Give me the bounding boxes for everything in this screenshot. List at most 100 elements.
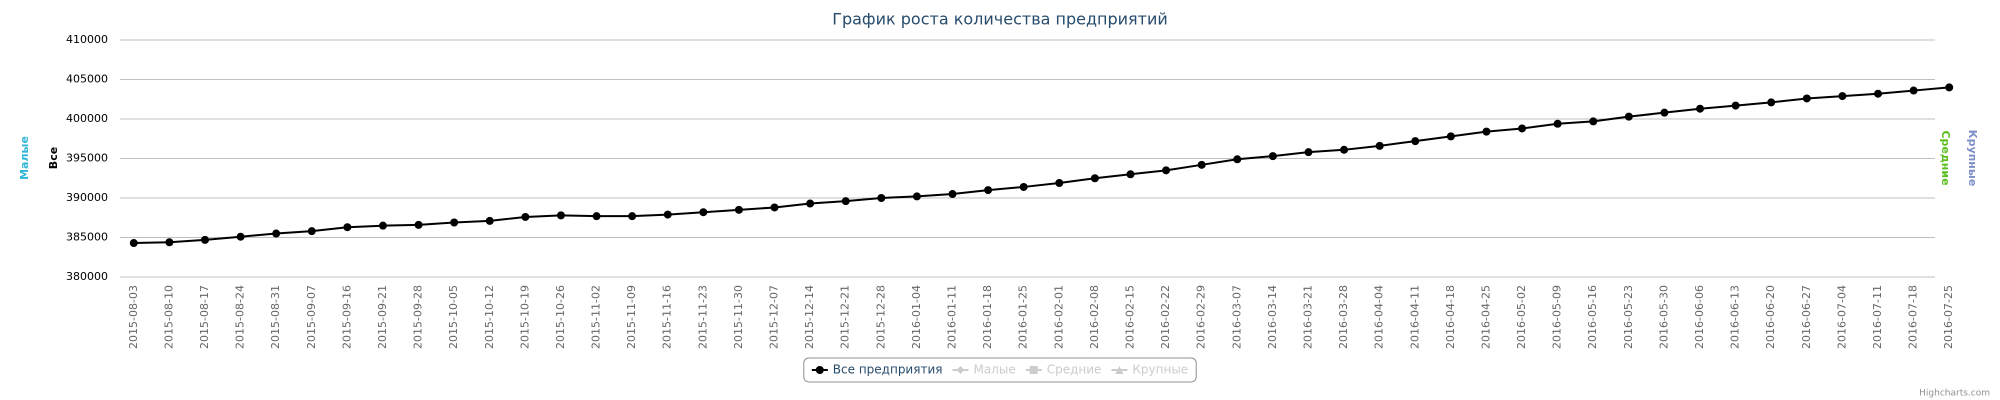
point bbox=[1126, 170, 1135, 179]
legend-label: Все предприятия bbox=[833, 363, 943, 377]
point bbox=[734, 205, 743, 214]
point bbox=[806, 199, 815, 208]
point bbox=[1802, 94, 1811, 103]
x-tick-label: 2016-02-08 bbox=[1088, 285, 1101, 349]
x-tick-label: 2016-05-23 bbox=[1622, 285, 1635, 349]
y-tick-label: 405000 bbox=[66, 73, 108, 86]
x-tick-label: 2016-04-04 bbox=[1373, 285, 1386, 349]
x-tick-label: 2016-07-11 bbox=[1871, 285, 1884, 349]
x-tick-label: 2015-08-31 bbox=[269, 285, 282, 349]
point bbox=[984, 186, 993, 195]
y-tick-label: 390000 bbox=[66, 191, 108, 204]
point bbox=[663, 210, 672, 219]
x-tick-label: 2016-06-27 bbox=[1800, 285, 1813, 349]
y-tick-label: 410000 bbox=[66, 33, 108, 46]
point bbox=[628, 212, 637, 221]
point bbox=[841, 197, 850, 206]
point bbox=[1268, 152, 1277, 161]
x-tick-label: 2016-03-28 bbox=[1337, 285, 1350, 349]
x-tick-label: 2015-12-07 bbox=[768, 285, 781, 349]
x-tick-label: 2016-01-25 bbox=[1017, 285, 1030, 349]
point bbox=[521, 212, 530, 221]
x-tick-label: 2015-08-24 bbox=[234, 285, 247, 349]
point bbox=[272, 229, 281, 238]
legend-item[interactable]: Все предприятия bbox=[811, 363, 943, 377]
credits[interactable]: Highcharts.com bbox=[1919, 389, 1990, 399]
point bbox=[1589, 117, 1598, 126]
point bbox=[770, 203, 779, 212]
x-tick-label: 2015-11-16 bbox=[661, 285, 674, 349]
x-tick-label: 2016-05-30 bbox=[1657, 285, 1670, 349]
legend-box bbox=[803, 357, 1197, 383]
y-tick-label: 395000 bbox=[66, 152, 108, 165]
point bbox=[912, 192, 921, 201]
y-tick-label: 400000 bbox=[66, 112, 108, 125]
x-tick-label: 2015-11-02 bbox=[590, 285, 603, 349]
x-tick-label: 2015-12-21 bbox=[839, 285, 852, 349]
x-tick-label: 2016-05-09 bbox=[1551, 285, 1564, 349]
point bbox=[414, 220, 423, 229]
x-tick-label: 2015-12-14 bbox=[803, 285, 816, 349]
point bbox=[450, 218, 459, 227]
point bbox=[1553, 119, 1562, 128]
point bbox=[1482, 127, 1491, 136]
x-tick-label: 2016-02-29 bbox=[1195, 285, 1208, 349]
point bbox=[1162, 166, 1171, 175]
legend-symbol bbox=[956, 366, 965, 374]
point bbox=[1731, 101, 1740, 110]
x-tick-label: 2016-07-18 bbox=[1907, 285, 1920, 349]
x-tick-label: 2016-05-16 bbox=[1586, 285, 1599, 349]
point bbox=[1874, 89, 1883, 98]
point bbox=[129, 239, 138, 248]
legend-item[interactable]: Малые bbox=[952, 363, 1016, 377]
x-tick-label: 2016-01-04 bbox=[910, 285, 923, 349]
legend-symbol bbox=[1115, 366, 1124, 374]
legend-label: Средние bbox=[1047, 363, 1102, 377]
x-tick-label: 2016-03-07 bbox=[1230, 285, 1243, 349]
y-tick-label: 380000 bbox=[66, 270, 108, 283]
point bbox=[1518, 124, 1527, 133]
point bbox=[1624, 112, 1633, 121]
legend-symbol bbox=[815, 366, 824, 374]
point bbox=[1909, 86, 1918, 95]
point bbox=[699, 208, 708, 217]
x-tick-label: 2016-03-14 bbox=[1266, 285, 1279, 349]
legend-symbol bbox=[1029, 366, 1038, 374]
legend-item[interactable]: Крупные bbox=[1111, 363, 1188, 377]
x-tick-label: 2015-10-12 bbox=[483, 285, 496, 349]
x-tick-label: 2016-06-06 bbox=[1693, 285, 1706, 349]
legend-label: Малые bbox=[973, 363, 1015, 377]
axis-title: Средние bbox=[1939, 130, 1952, 185]
x-tick-label: 2015-10-05 bbox=[447, 285, 460, 349]
x-tick-label: 2015-11-30 bbox=[732, 285, 745, 349]
x-tick-label: 2016-02-15 bbox=[1123, 285, 1136, 349]
x-tick-label: 2015-10-19 bbox=[518, 285, 531, 349]
x-tick-label: 2016-02-22 bbox=[1159, 285, 1172, 349]
point bbox=[556, 211, 565, 220]
legend-item[interactable]: Средние bbox=[1025, 363, 1102, 377]
x-tick-label: 2016-03-21 bbox=[1301, 285, 1314, 349]
x-tick-label: 2016-04-18 bbox=[1444, 285, 1457, 349]
x-tick-label: 2016-04-25 bbox=[1479, 285, 1492, 349]
x-tick-label: 2016-07-04 bbox=[1835, 285, 1848, 349]
x-tick-label: 2015-08-10 bbox=[162, 285, 175, 349]
axis-title: Малые bbox=[18, 136, 31, 180]
point bbox=[948, 190, 957, 199]
point bbox=[307, 227, 316, 236]
point bbox=[1696, 104, 1705, 113]
point bbox=[877, 194, 886, 202]
x-tick-label: 2016-01-18 bbox=[981, 285, 994, 349]
x-tick-label: 2015-09-21 bbox=[376, 285, 389, 349]
x-tick-label: 2015-10-26 bbox=[554, 285, 567, 349]
x-tick-label: 2015-11-23 bbox=[696, 285, 709, 349]
point bbox=[1055, 178, 1064, 187]
point bbox=[1019, 182, 1028, 191]
point bbox=[1945, 83, 1954, 92]
x-tick-label: 2015-09-07 bbox=[305, 285, 318, 349]
x-tick-label: 2016-04-11 bbox=[1408, 285, 1421, 349]
axis-title: Крупные bbox=[1966, 130, 1979, 187]
x-tick-label: 2015-08-17 bbox=[198, 285, 211, 349]
point bbox=[1340, 145, 1349, 154]
point bbox=[1304, 148, 1313, 157]
